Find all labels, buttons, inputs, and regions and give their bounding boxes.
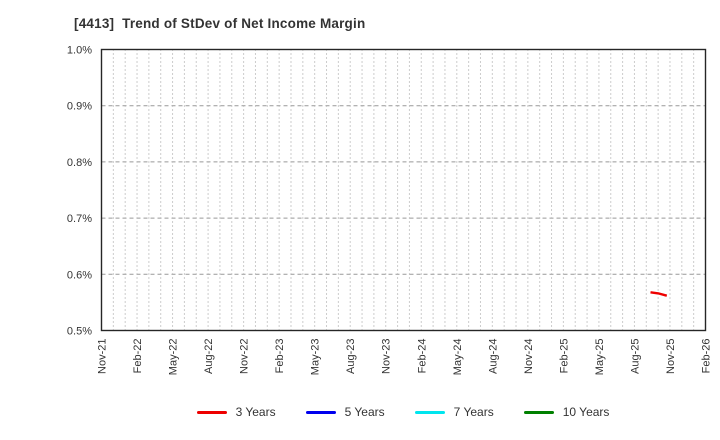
legend-label-10-years: 10 Years bbox=[562, 405, 610, 419]
y-tick-label: 0.5% bbox=[67, 326, 92, 338]
x-tick-label: Feb-26 bbox=[701, 339, 713, 374]
x-tick-label: May-25 bbox=[594, 339, 606, 376]
y-tick-label: 0.9% bbox=[67, 101, 92, 113]
legend-item-10-years: 10 Years bbox=[523, 405, 610, 419]
x-tick-label: May-23 bbox=[310, 339, 322, 376]
x-tick-label: Feb-22 bbox=[132, 339, 144, 374]
x-tick-label: Aug-22 bbox=[203, 339, 215, 374]
legend-line-7-years bbox=[414, 410, 445, 414]
y-tick-label: 0.7% bbox=[67, 213, 92, 225]
x-tick-label: Aug-25 bbox=[629, 339, 641, 374]
y-tick-label: 0.8% bbox=[67, 157, 92, 169]
legend: 3 Years 5 Years 7 Years 10 Years bbox=[101, 403, 705, 421]
x-tick-label: Nov-25 bbox=[665, 339, 677, 374]
x-tick-label: Nov-23 bbox=[381, 339, 393, 374]
x-tick-label: Feb-25 bbox=[558, 339, 570, 374]
y-tick-label: 0.6% bbox=[67, 269, 92, 281]
legend-line-5-years bbox=[305, 410, 336, 414]
x-tick-label: Aug-23 bbox=[345, 339, 357, 374]
x-tick-label: Nov-24 bbox=[523, 339, 535, 374]
legend-label-3-years: 3 Years bbox=[235, 405, 276, 419]
y-tick-label: 1.0% bbox=[67, 45, 92, 57]
legend-item-5-years: 5 Years bbox=[305, 405, 385, 419]
legend-label-5-years: 5 Years bbox=[344, 405, 385, 419]
x-tick-label: Feb-24 bbox=[416, 339, 428, 374]
chart-title: [4413] Trend of StDev of Net Income Marg… bbox=[74, 16, 366, 31]
legend-line-10-years bbox=[523, 410, 554, 414]
legend-item-7-years: 7 Years bbox=[414, 405, 494, 419]
legend-item-3-years: 3 Years bbox=[196, 405, 276, 419]
x-tick-label: May-24 bbox=[452, 339, 464, 376]
x-tick-label: Aug-24 bbox=[487, 338, 499, 373]
series-line-3-years bbox=[650, 291, 668, 297]
legend-label-7-years: 7 Years bbox=[453, 405, 494, 419]
x-tick-label: Nov-21 bbox=[97, 339, 109, 374]
x-tick-label: Feb-23 bbox=[274, 339, 286, 374]
plot-border bbox=[100, 48, 707, 332]
x-tick-label: May-22 bbox=[168, 339, 180, 376]
x-tick-label: Nov-22 bbox=[239, 339, 251, 374]
legend-line-3-years bbox=[196, 410, 227, 414]
plot-canvas: 1.0% 0.9% 0.8% 0.7% 0.6% 0.5% Nov-21 Feb-22 May-… bbox=[67, 45, 713, 376]
